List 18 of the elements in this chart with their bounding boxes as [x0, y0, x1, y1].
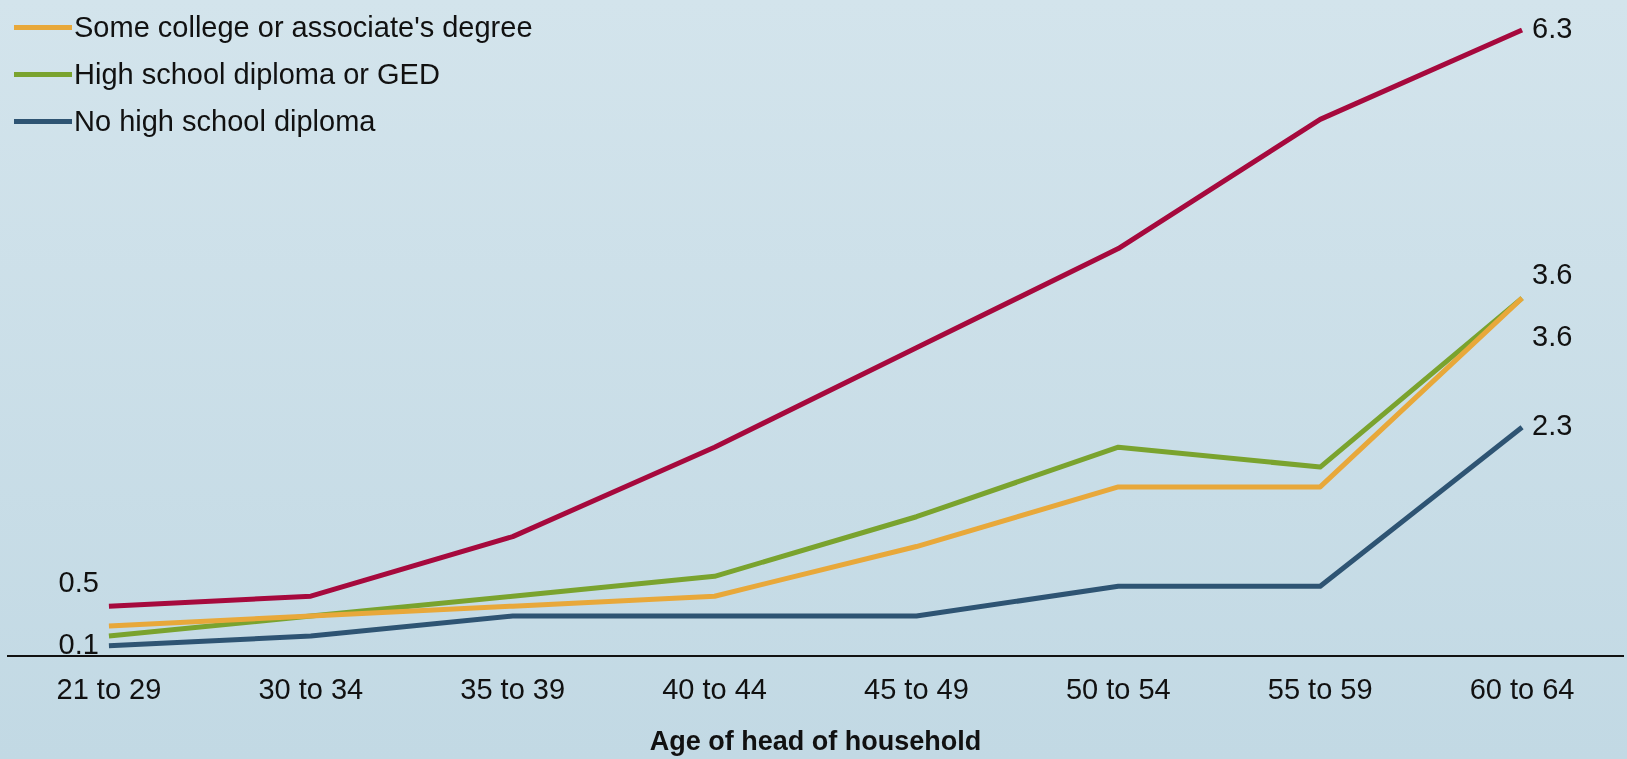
- data-label: 2.3: [1532, 409, 1573, 442]
- legend-label: Some college or associate's degree: [74, 11, 533, 44]
- x-tick-label: 40 to 44: [662, 673, 767, 706]
- legend-label: High school diploma or GED: [74, 58, 440, 91]
- x-tick-label: 35 to 39: [460, 673, 566, 706]
- x-tick-label: 50 to 54: [1065, 673, 1171, 706]
- legend-label: No high school diploma: [74, 105, 376, 138]
- data-label: 3.6: [1532, 258, 1573, 291]
- x-axis-title: Age of head of household: [649, 726, 982, 757]
- x-tick-label: 55 to 59: [1267, 673, 1373, 706]
- x-tick-label: 21 to 29: [56, 673, 162, 706]
- data-label: 0.1: [58, 627, 99, 660]
- x-tick-label: 30 to 34: [258, 673, 364, 706]
- data-label: 0.5: [58, 566, 99, 599]
- x-tick-label: 45 to 49: [864, 673, 969, 706]
- data-label: 3.6: [1532, 320, 1573, 353]
- data-label: 6.3: [1532, 12, 1573, 44]
- x-tick-label: 60 to 64: [1469, 673, 1575, 706]
